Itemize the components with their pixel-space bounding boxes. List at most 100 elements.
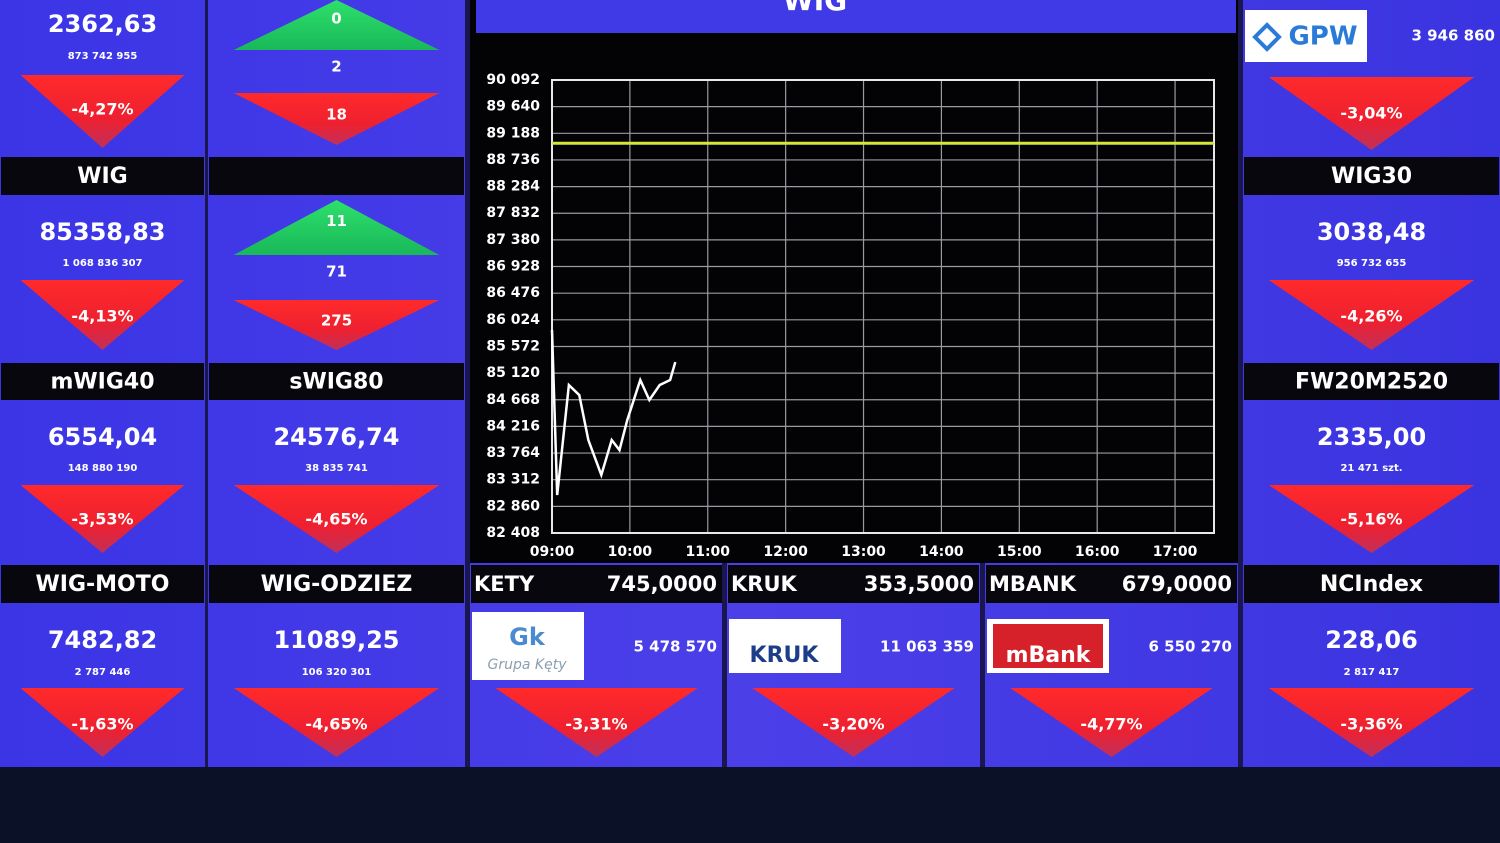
- stock-price: 353,5000: [864, 572, 974, 596]
- y-tick-label: 89 640: [486, 99, 540, 115]
- tile-name: NCIndex: [1320, 572, 1423, 597]
- tile-value: 228,06: [1325, 626, 1418, 654]
- stock-price: 679,0000: [1122, 572, 1232, 596]
- header-bar: [1244, 157, 1499, 195]
- tile-change: -4,13%: [71, 307, 133, 326]
- x-tick-label: 17:00: [1153, 544, 1198, 560]
- down-triangle: [233, 485, 440, 553]
- down-triangle: [1268, 77, 1475, 150]
- down-triangle: [1268, 280, 1475, 350]
- separator: [980, 563, 985, 767]
- down-triangle: [233, 300, 440, 350]
- up-triangle: [233, 200, 440, 255]
- tile-volume: 2 787 446: [75, 667, 131, 678]
- declining-count: 18: [326, 106, 347, 124]
- down-triangle: [1268, 485, 1475, 553]
- tile-value: 11089,25: [273, 626, 399, 654]
- stock-price: 745,0000: [607, 572, 717, 596]
- tile-value: 24576,74: [273, 423, 399, 451]
- tile-name: WIG-ODZIEZ: [261, 572, 413, 597]
- tile-value: 2362,63: [48, 10, 157, 38]
- separator: [205, 0, 208, 767]
- tile-name: FW20M2520: [1295, 370, 1448, 395]
- chart-title: WIG: [783, 0, 847, 17]
- down-triangle: [495, 688, 698, 757]
- header-bar: [728, 565, 979, 603]
- y-tick-label: 89 188: [486, 125, 540, 141]
- down-triangle: [20, 688, 185, 757]
- down-triangle: [1268, 688, 1475, 757]
- tile-value: 6554,04: [48, 423, 157, 451]
- down-triangle: [1010, 688, 1213, 757]
- header-bar: [1, 363, 204, 400]
- tile-change: -4,65%: [305, 510, 367, 529]
- advancing-count: 11: [326, 212, 347, 230]
- stock-change: -3,20%: [822, 715, 884, 734]
- tile-volume: 1 068 836 307: [62, 258, 142, 269]
- header-bar: [471, 565, 722, 603]
- tile-value: 2335,00: [1317, 423, 1426, 451]
- content: 2362,63 873 742 955 -4,27% WIG 85358,83 1 068…: [1, 0, 1499, 767]
- x-tick-label: 09:00: [530, 544, 575, 560]
- header-bar: [1, 157, 204, 195]
- header-bar: [986, 565, 1237, 603]
- tile-change: -4,26%: [1340, 307, 1402, 326]
- y-tick-label: 83 312: [486, 472, 540, 488]
- y-tick-label: 86 476: [486, 285, 540, 301]
- y-tick-label: 87 380: [486, 232, 540, 248]
- stock-name: MBANK: [989, 572, 1077, 596]
- y-tick-label: 84 216: [486, 418, 540, 434]
- y-tick-label: 88 736: [486, 152, 540, 168]
- unchanged-count: 2: [331, 58, 341, 76]
- stock-name: KETY: [474, 572, 535, 596]
- tile-change: -3,36%: [1340, 715, 1402, 734]
- stock-logo: Gk: [509, 623, 546, 651]
- advancing-count: 0: [331, 10, 341, 28]
- tile-volume: 21 471 szt.: [1340, 463, 1402, 474]
- logo-mark: [1252, 22, 1282, 52]
- x-tick-label: 14:00: [919, 544, 964, 560]
- header-bar: [209, 363, 464, 400]
- tile-change: -5,16%: [1340, 510, 1402, 529]
- tile-volume: 3 946 860: [1411, 27, 1495, 45]
- header-bar: [209, 157, 464, 195]
- tile-volume: 2 817 417: [1344, 667, 1400, 678]
- x-tick-label: 12:00: [763, 544, 808, 560]
- y-tick-label: 83 764: [486, 445, 540, 461]
- header-bar: [1244, 565, 1499, 603]
- y-tick-label: 85 120: [486, 365, 540, 381]
- down-triangle: [20, 280, 185, 350]
- y-tick-label: 82 860: [486, 498, 540, 514]
- tile-value: 7482,82: [48, 626, 157, 654]
- separator: [465, 0, 470, 767]
- down-triangle: [233, 93, 440, 145]
- plot-border: [551, 79, 1215, 534]
- stock-change: -3,31%: [565, 715, 627, 734]
- separator: [722, 563, 727, 767]
- logo-box: [729, 619, 841, 673]
- chart-header: [476, 0, 1236, 33]
- y-tick-label: 85 572: [486, 338, 540, 354]
- tile-volume: 148 880 190: [68, 463, 138, 474]
- tile-name: WIG30: [1331, 164, 1412, 189]
- x-tick-label: 15:00: [997, 544, 1042, 560]
- declining-count: 275: [321, 312, 352, 330]
- down-triangle: [20, 485, 185, 553]
- tile-volume: 38 835 741: [305, 463, 368, 474]
- tile-name: mWIG40: [50, 370, 154, 395]
- x-tick-label: 11:00: [685, 544, 730, 560]
- tile-value: 85358,83: [39, 218, 165, 246]
- header-bar: [1244, 363, 1499, 400]
- x-tick-label: 16:00: [1075, 544, 1120, 560]
- chart-panel: [470, 0, 1238, 563]
- y-tick-label: 84 668: [486, 392, 540, 408]
- y-tick-label: 88 284: [486, 179, 540, 195]
- floor: [0, 767, 1500, 843]
- tile-change: -1,63%: [71, 715, 133, 734]
- x-tick-label: 13:00: [841, 544, 886, 560]
- stock-volume: 11 063 359: [880, 638, 974, 656]
- y-tick-label: 87 832: [486, 205, 540, 221]
- down-triangle: [20, 75, 185, 148]
- tile-change: -3,04%: [1340, 104, 1402, 123]
